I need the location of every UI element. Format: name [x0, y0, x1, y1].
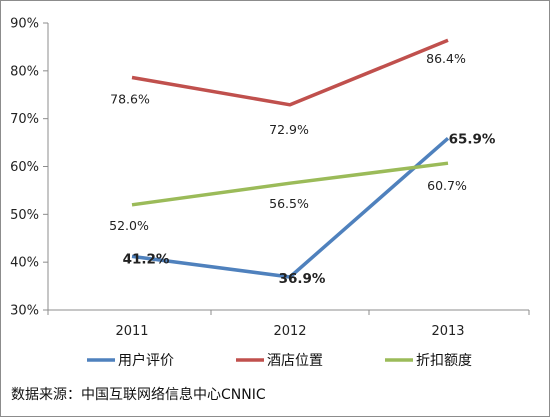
data-label: 72.9% [269, 122, 309, 137]
series-line-1 [131, 136, 450, 279]
y-tick-label: 80% [10, 64, 39, 79]
series-line-2 [131, 38, 449, 107]
y-tick-label: 60% [10, 160, 39, 175]
data-label: 52.0% [109, 218, 149, 233]
data-label: 86.4% [426, 51, 466, 66]
data-label: 65.9% [449, 131, 496, 147]
legend-label: 酒店位置 [267, 353, 323, 369]
y-tick-label: 90% [10, 17, 39, 32]
legend-label: 折扣额度 [416, 353, 472, 369]
line-chart: 30% 40% 50% 60% 70% 80% 90% 2011 2012 2013 41.2% 36… [10, 17, 530, 369]
y-tick-label: 70% [10, 112, 39, 127]
series-line-3 [131, 161, 449, 207]
y-tick-label: 30% [10, 304, 39, 319]
x-tick-label: 2011 [115, 324, 148, 339]
x-tick-label: 2013 [431, 324, 464, 339]
data-label: 41.2% [123, 251, 170, 267]
y-tick-label: 50% [10, 208, 39, 223]
data-label: 60.7% [427, 178, 467, 193]
data-label: 56.5% [269, 196, 309, 211]
y-tick-label: 40% [10, 256, 39, 271]
data-label: 36.9% [279, 271, 326, 287]
source-note: 数据来源：中国互联网络信息中心CNNIC [11, 387, 266, 403]
data-label: 78.6% [110, 92, 150, 107]
legend-label: 用户评价 [118, 352, 174, 369]
x-tick-label: 2012 [273, 324, 306, 339]
